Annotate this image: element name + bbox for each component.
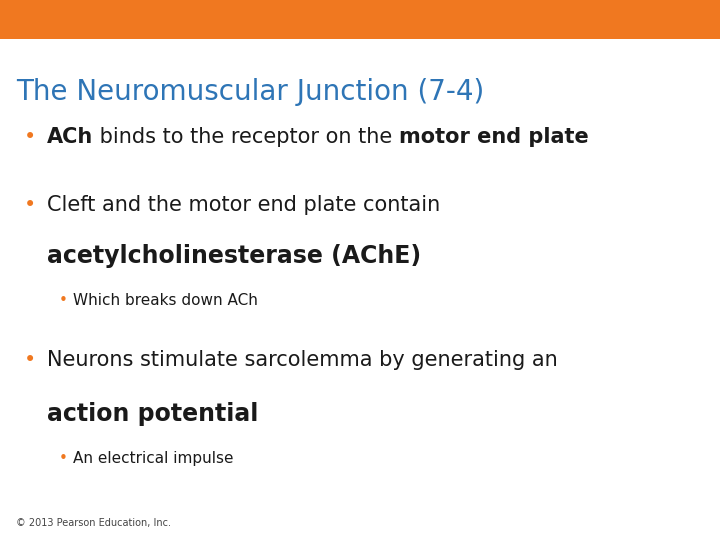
Text: •: •	[24, 350, 36, 370]
Text: •: •	[59, 293, 68, 308]
Text: ACh: ACh	[47, 127, 93, 147]
Text: motor end plate: motor end plate	[399, 127, 589, 147]
Text: binds to the receptor on the: binds to the receptor on the	[93, 127, 399, 147]
Bar	[0, 0, 720, 39]
Text: Cleft and the motor end plate contain: Cleft and the motor end plate contain	[47, 195, 440, 215]
Text: Which breaks down ACh: Which breaks down ACh	[73, 293, 258, 308]
Text: •: •	[24, 127, 36, 147]
Text: acetylcholinesterase (AChE): acetylcholinesterase (AChE)	[47, 244, 421, 268]
Text: action potential: action potential	[47, 402, 258, 426]
Text: •: •	[59, 451, 68, 466]
Text: An electrical impulse: An electrical impulse	[73, 451, 234, 466]
Text: Neurons stimulate sarcolemma by generating an: Neurons stimulate sarcolemma by generati…	[47, 350, 557, 370]
Text: © 2013 Pearson Education, Inc.: © 2013 Pearson Education, Inc.	[16, 518, 171, 528]
Text: The Neuromuscular Junction (7-4): The Neuromuscular Junction (7-4)	[16, 78, 484, 106]
Text: •: •	[24, 195, 36, 215]
